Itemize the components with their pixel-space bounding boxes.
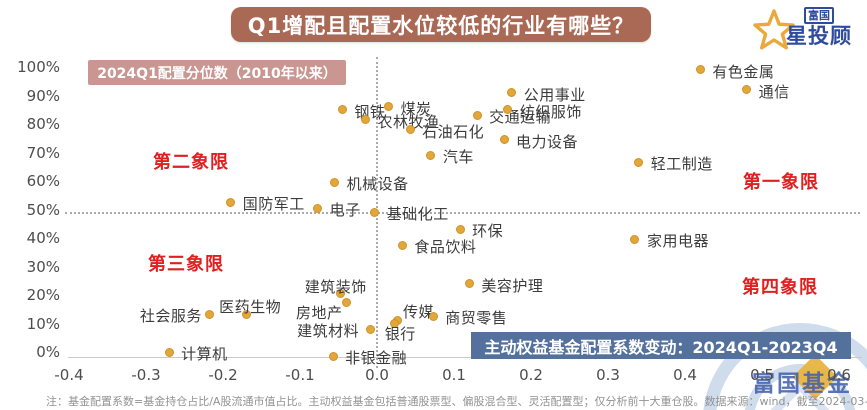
x-axis-tick-label: -0.3: [131, 366, 161, 384]
data-point: [405, 125, 415, 135]
data-point-label: 社会服务: [139, 306, 202, 325]
x-axis-tick-label: 0.1: [442, 366, 466, 384]
data-point: [328, 351, 338, 361]
data-point: [226, 197, 236, 207]
data-point: [503, 105, 513, 115]
quadrant-label: 第一象限: [743, 172, 819, 193]
data-point-label: 传媒: [403, 302, 435, 321]
data-point: [360, 115, 370, 125]
data-point: [464, 279, 474, 289]
data-point: [241, 310, 251, 320]
data-point-label: 通信: [758, 82, 790, 101]
data-point: [428, 311, 438, 321]
quadrant-label: 第三象限: [148, 254, 224, 275]
data-point-label: 美容护理: [481, 276, 544, 295]
data-point-label: 煤炭: [400, 99, 432, 118]
x-axis-tick-label: 0.2: [519, 366, 543, 384]
quadrant-label: 第四象限: [742, 277, 818, 298]
y-axis-tick-label: 100%: [17, 58, 60, 76]
data-point-label: 家用电器: [646, 232, 709, 251]
data-point-label: 建筑材料: [297, 322, 360, 341]
y-axis-tick-label: 60%: [26, 172, 60, 190]
quadrant-label: 第二象限: [153, 152, 229, 173]
y-axis-tick-label: 70%: [26, 143, 60, 162]
y-axis-tick-label: 0%: [36, 343, 60, 361]
data-point: [337, 105, 347, 115]
x-axis-badge: 主动权益基金配置系数变动：2024Q1-2023Q4: [471, 332, 851, 359]
data-point-label: 建筑装饰: [304, 277, 367, 296]
data-point: [455, 224, 465, 234]
data-point-label: 农林牧渔: [377, 112, 440, 131]
data-point-label: 商贸零售: [445, 309, 508, 328]
data-point-label: 石油石化: [422, 122, 485, 141]
x-axis-tick-label: 0.5: [750, 366, 774, 384]
data-point-label: 银行: [384, 324, 416, 343]
y-axis-badge: 2024Q1配置分位数（2010年以来）: [88, 60, 346, 85]
x-axis-line: [68, 357, 862, 358]
brand-logo: 富国 星投顾: [742, 2, 865, 50]
y-axis-tick-label: 90%: [26, 86, 60, 105]
y-axis-tick-label: 50%: [26, 200, 60, 219]
watermark-brand-text: 富国基金: [752, 371, 852, 397]
x-axis-tick-label: 0.3: [596, 366, 620, 384]
x-axis-tick-label: 0.6: [827, 366, 851, 384]
y-axis-tick-label: 30%: [26, 257, 60, 276]
data-point-label: 轻工制造: [650, 155, 713, 174]
data-point-label: 医药生物: [219, 297, 282, 316]
data-point: [336, 289, 346, 299]
data-point-label: 电力设备: [516, 132, 579, 151]
data-point: [695, 65, 705, 75]
logo-brand-main: 星投顾: [786, 24, 852, 48]
page-title-text: Q1增配且配置水位较低的行业有哪些？: [247, 13, 635, 38]
data-point-label: 电子: [329, 201, 361, 220]
data-point-label: 计算机: [181, 345, 228, 363]
y-axis-tick-label: 10%: [26, 314, 60, 333]
data-point: [397, 240, 407, 250]
star-icon: [753, 9, 795, 50]
data-point-label: 国防军工: [242, 195, 305, 214]
data-point: [742, 85, 752, 95]
x-axis-tick-label: 0.4: [673, 366, 697, 384]
data-point: [205, 310, 215, 320]
logo-brand-small: 富国: [804, 7, 834, 24]
data-point-label: 公用事业: [523, 85, 586, 104]
data-point-label: 环保: [472, 222, 504, 241]
data-point-label: 食品饮料: [414, 238, 477, 257]
x-axis-tick-label: 0.0: [365, 366, 389, 384]
data-point: [472, 110, 482, 120]
footnote: 注：基金配置系数=基金持仓占比/A股流通市值占比。主动权益基金包括普通股票型、偏…: [46, 395, 867, 408]
reference-line-50pct: [65, 212, 860, 214]
data-point: [313, 203, 323, 213]
data-point-label: 有色金属: [712, 62, 775, 81]
data-point: [390, 319, 400, 328]
data-point: [499, 135, 509, 145]
data-point-label: 房地产: [295, 304, 343, 323]
data-point: [630, 234, 640, 244]
data-point: [507, 88, 517, 98]
data-point: [384, 102, 394, 112]
y-axis-tick-label: 40%: [26, 229, 60, 247]
data-point-label: 汽车: [442, 148, 474, 167]
data-point-label: 基础化工: [386, 205, 449, 224]
x-axis-tick-label: -0.1: [285, 366, 315, 384]
data-point: [342, 297, 352, 307]
data-point: [164, 347, 174, 357]
data-point: [426, 150, 436, 160]
data-point: [365, 324, 375, 334]
y-axis-tick-label: 20%: [26, 286, 60, 304]
data-point-label: 非银金融: [345, 349, 408, 368]
data-point: [370, 207, 380, 217]
data-point-label: 纺织服饰: [519, 102, 582, 121]
data-point: [330, 177, 340, 187]
x-axis-tick-label: -0.4: [54, 366, 84, 384]
y-axis-tick-label: 80%: [26, 115, 60, 133]
data-point-label: 机械设备: [346, 175, 409, 194]
page-title: Q1增配且配置水位较低的行业有哪些？: [231, 7, 651, 42]
data-point: [634, 157, 644, 167]
x-axis-tick-label: -0.2: [208, 366, 238, 384]
